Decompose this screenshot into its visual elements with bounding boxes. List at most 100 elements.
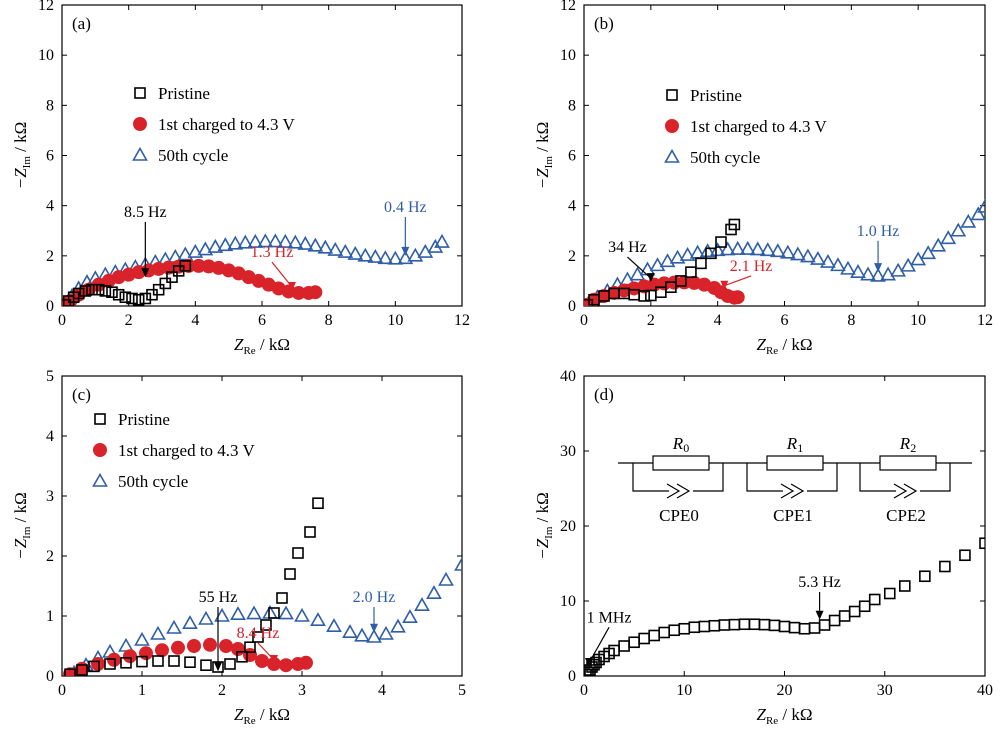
- annotation-arrow: [588, 626, 610, 664]
- data-point: [257, 233, 274, 248]
- data-point: [618, 640, 630, 652]
- data-point: [970, 206, 985, 221]
- data-point: [830, 257, 846, 272]
- x-tick-label: 1: [138, 682, 146, 699]
- data-point: [182, 615, 198, 630]
- x-tick-label: 8: [847, 312, 855, 329]
- annotation-arrowhead: [370, 623, 378, 633]
- resistor-label: R1: [786, 434, 803, 455]
- x-tick-label: 40: [977, 682, 993, 699]
- data-point: [64, 668, 76, 676]
- data-point: [139, 646, 153, 661]
- data-point: [327, 241, 344, 256]
- data-point: [308, 285, 323, 300]
- data-point: [919, 570, 931, 583]
- legend-label: 50th cycle: [690, 148, 760, 167]
- data-point: [99, 285, 112, 297]
- cpe-wire: [746, 463, 783, 492]
- data-point: [197, 241, 214, 256]
- data-point: [268, 607, 280, 619]
- data-point: [850, 264, 866, 278]
- data-point: [366, 628, 382, 643]
- data-point: [808, 622, 821, 634]
- y-tick-label: 4: [568, 198, 576, 215]
- data-point: [950, 222, 967, 237]
- data-point: [342, 624, 358, 639]
- annotation-arrowhead: [288, 281, 296, 291]
- equivalent-circuit: R0 CPE0 R1 CPE1 R2 CPE2: [618, 434, 972, 525]
- resistor-label: R0: [672, 434, 689, 455]
- data-point: [120, 656, 132, 669]
- data-point: [312, 497, 324, 510]
- cpe-label: CPE2: [886, 506, 926, 525]
- data-point: [788, 621, 801, 634]
- data-point: [800, 248, 816, 263]
- data-point: [184, 656, 196, 669]
- data-point: [729, 240, 746, 255]
- data-point: [789, 246, 806, 261]
- data-point: [870, 267, 886, 282]
- data-point: [152, 283, 165, 296]
- data-point: [688, 621, 701, 634]
- annotation-arrowhead: [401, 246, 410, 256]
- data-point: [237, 234, 254, 249]
- data-point: [354, 627, 370, 642]
- data-point: [738, 618, 751, 631]
- y-tick-label: 10: [560, 593, 576, 610]
- cpe-wire: [859, 463, 896, 492]
- panel-label: (d): [594, 385, 614, 404]
- legend-marker: [93, 443, 107, 457]
- data-point: [224, 658, 236, 670]
- data-point: [279, 658, 293, 673]
- data-point: [244, 641, 256, 654]
- data-point: [287, 234, 304, 249]
- data-point: [675, 275, 687, 287]
- cpe-symbol: [780, 483, 795, 499]
- data-point: [798, 622, 811, 635]
- data-point: [307, 237, 324, 252]
- y-tick-label: 1: [46, 608, 54, 625]
- legend-marker: [666, 89, 678, 101]
- data-point: [198, 610, 214, 625]
- cpe-wire: [693, 463, 724, 492]
- data-point: [179, 260, 192, 272]
- annotation-arrowhead: [214, 662, 222, 672]
- cpe-symbol: [666, 483, 681, 499]
- annotation-arrowhead: [646, 273, 655, 283]
- data-point: [304, 526, 316, 538]
- legend-label: Pristine: [690, 86, 742, 105]
- data-point: [778, 620, 791, 633]
- x-tick-label: 2: [125, 312, 133, 329]
- data-point: [72, 287, 85, 300]
- data-point: [119, 291, 132, 304]
- x-tick-label: 0: [580, 682, 588, 699]
- data-point: [255, 654, 269, 668]
- data-point: [236, 650, 248, 663]
- data-point: [659, 253, 676, 268]
- data-point: [76, 664, 88, 676]
- data-point: [960, 213, 977, 228]
- legend-marker: [94, 413, 106, 425]
- x-axis-label: ZRe / kΩ: [756, 335, 812, 357]
- legend-marker: [664, 148, 680, 163]
- x-tick-label: 12: [454, 312, 470, 329]
- resistor: [766, 455, 824, 471]
- data-point: [217, 237, 234, 252]
- data-point: [959, 549, 971, 562]
- resistor: [652, 455, 710, 471]
- data-point: [930, 237, 947, 252]
- cpe-symbol: [893, 483, 908, 499]
- data-point: [260, 619, 272, 631]
- y-tick-label: 30: [560, 443, 576, 460]
- annotation-label: 1.3 Hz: [251, 244, 294, 261]
- data-point: [123, 649, 137, 664]
- cpe-wire: [807, 463, 838, 492]
- annotation-label: 1 MHz: [587, 609, 632, 626]
- data-point: [665, 281, 677, 293]
- data-point: [828, 614, 841, 627]
- panel-b: 0 2 4 6 8 10 12 0 2 4 6 8 10 12 ZRe / kΩ −ZIm / kΩ (b) Pr…: [533, 0, 993, 357]
- annotation-label: 5.3 Hz: [798, 574, 841, 591]
- x-tick-label: 10: [387, 312, 403, 329]
- data-point: [132, 293, 145, 306]
- y-tick-label: 4: [46, 428, 54, 445]
